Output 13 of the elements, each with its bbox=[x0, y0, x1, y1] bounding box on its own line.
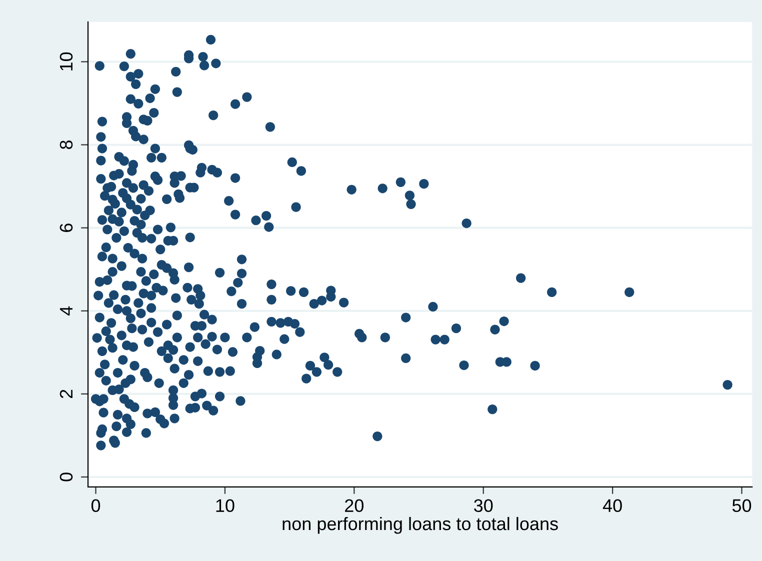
x-tick-label: 40 bbox=[602, 499, 622, 512]
x-tick-label: 10 bbox=[216, 499, 234, 512]
y-tick-label: 2 bbox=[60, 390, 72, 398]
y-tick-label: 4 bbox=[60, 306, 72, 316]
y-tick-label: 0 bbox=[60, 472, 73, 482]
x-tick-label: 0 bbox=[91, 499, 100, 512]
x-tick-label: 30 bbox=[474, 499, 493, 512]
y-tick-label: 8 bbox=[60, 140, 73, 150]
x-tick-label: 50 bbox=[732, 499, 752, 512]
x-axis-title: non performing loans to total loans bbox=[282, 516, 558, 534]
y-tick-label: 10 bbox=[60, 52, 73, 70]
x-tick-label: 20 bbox=[345, 499, 364, 512]
y-tick-label: 6 bbox=[60, 224, 73, 232]
